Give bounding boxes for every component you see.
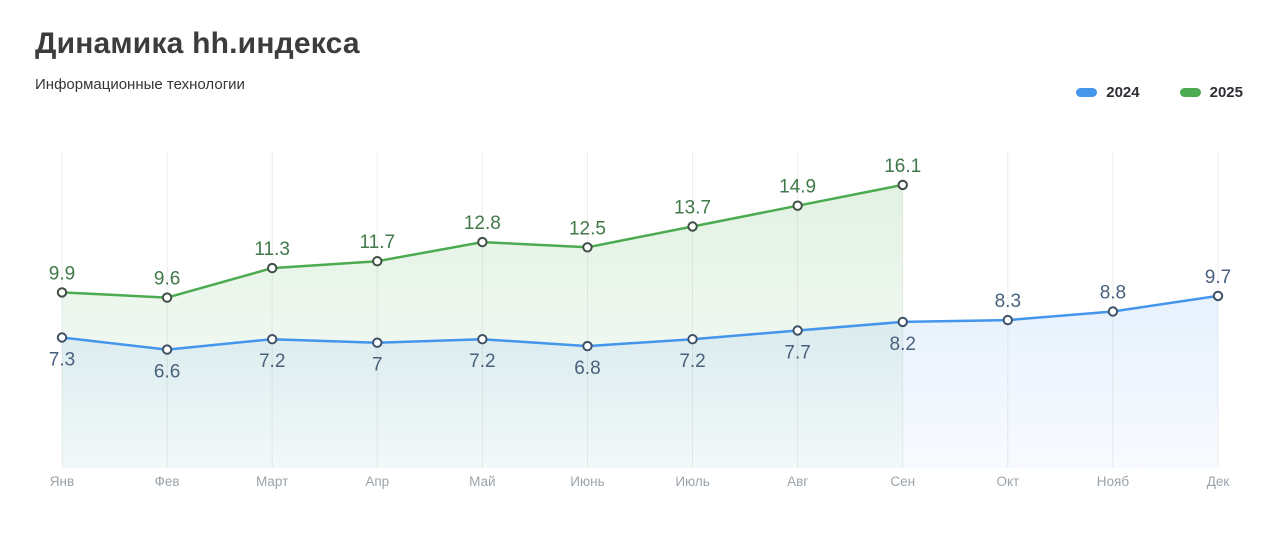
series-line-2024 — [60, 294, 1220, 351]
point-2025-Июль[interactable] — [687, 221, 698, 232]
point-2024-Нояб[interactable] — [1107, 306, 1119, 317]
x-axis-label-Март: Март — [256, 474, 288, 489]
data-label-2024-Апр: 7 — [372, 355, 383, 376]
legend-label-2025: 2025 — [1209, 84, 1243, 101]
x-axis-label-Сен: Сен — [890, 474, 915, 489]
data-label-2024-Янв: 7.3 — [49, 350, 75, 371]
data-label-2025-Май: 12.8 — [464, 213, 501, 234]
data-label-2025-Июнь: 12.5 — [569, 218, 606, 239]
point-2025-Авг[interactable] — [792, 200, 803, 211]
data-label-2024-Нояб: 8.8 — [1100, 283, 1126, 304]
data-label-2025-Март: 11.3 — [254, 239, 290, 260]
x-axis-label-Май: Май — [469, 474, 495, 489]
data-label-2025-Апр: 11.7 — [359, 232, 395, 253]
point-2024-Май[interactable] — [477, 334, 488, 345]
chart-header: Динамика hh.индекса Информационные техно… — [35, 27, 360, 93]
data-label-2024-Июль: 7.2 — [679, 351, 705, 372]
legend-label-2024: 2024 — [1106, 84, 1140, 101]
area-fill-2024 — [62, 295, 1218, 468]
x-axis-label-Окт: Окт — [996, 474, 1019, 489]
point-2025-Фев[interactable] — [161, 292, 173, 303]
point-2025-Март[interactable] — [266, 262, 278, 274]
point-2024-Янв[interactable] — [56, 332, 68, 343]
page-title: Динамика hh.индекса — [35, 27, 360, 60]
legend-swatch-2024 — [1076, 88, 1098, 97]
x-axis-label-Янв: Янв — [50, 474, 74, 489]
data-label-2025-Фев: 9.6 — [154, 269, 180, 290]
point-2025-Май[interactable] — [477, 236, 488, 248]
data-label-2024-Июнь: 6.8 — [574, 358, 600, 379]
point-2024-Фев[interactable] — [161, 344, 173, 355]
x-axis-label-Дек: Дек — [1207, 474, 1230, 489]
x-axis-label-Июнь: Июнь — [570, 474, 604, 489]
data-label-2024-Авг: 7.7 — [784, 343, 810, 364]
data-label-2024-Март: 7.2 — [259, 351, 285, 372]
x-axis-label-Авг: Авг — [787, 474, 808, 489]
x-axis-label-Фев: Фев — [155, 474, 180, 489]
data-label-2024-Май: 7.2 — [469, 351, 495, 372]
data-label-2024-Дек: 9.7 — [1205, 267, 1231, 288]
chart-subtitle: Информационные технологии — [35, 76, 245, 93]
data-label-2024-Сен: 8.2 — [890, 334, 916, 355]
point-2025-Янв[interactable] — [56, 287, 68, 298]
point-2024-Дек[interactable] — [1212, 290, 1224, 302]
data-label-2025-Янв: 9.9 — [49, 263, 75, 284]
point-2024-Окт[interactable] — [1002, 314, 1014, 326]
point-2024-Июнь[interactable] — [582, 340, 593, 352]
point-2025-Июнь[interactable] — [582, 242, 593, 253]
x-axis-label-Июль: Июль — [675, 474, 709, 489]
point-2024-Март[interactable] — [266, 334, 278, 345]
legend-swatch-2025 — [1179, 88, 1201, 97]
point-2024-Апр[interactable] — [372, 337, 383, 348]
point-2025-Сен[interactable] — [897, 179, 908, 191]
legend-item-2025[interactable]: 2025 — [1179, 84, 1243, 101]
point-2024-Июль[interactable] — [687, 334, 698, 345]
data-label-2024-Фев: 6.6 — [154, 362, 180, 383]
point-2024-Авг[interactable] — [792, 325, 803, 336]
x-axis-label-Апр: Апр — [365, 474, 389, 489]
data-label-2025-Сен: 16.1 — [884, 156, 921, 177]
data-label-2025-Июль: 13.7 — [674, 198, 711, 219]
data-label-2024-Окт: 8.3 — [995, 291, 1021, 312]
legend-item-2024[interactable]: 2024 — [1076, 84, 1140, 101]
point-2025-Апр[interactable] — [372, 256, 383, 267]
point-2024-Сен[interactable] — [897, 316, 908, 328]
legend: 2024 2025 — [1076, 84, 1243, 101]
data-label-2025-Авг: 14.9 — [779, 177, 816, 198]
x-axis-label-Нояб: Нояб — [1097, 474, 1130, 489]
